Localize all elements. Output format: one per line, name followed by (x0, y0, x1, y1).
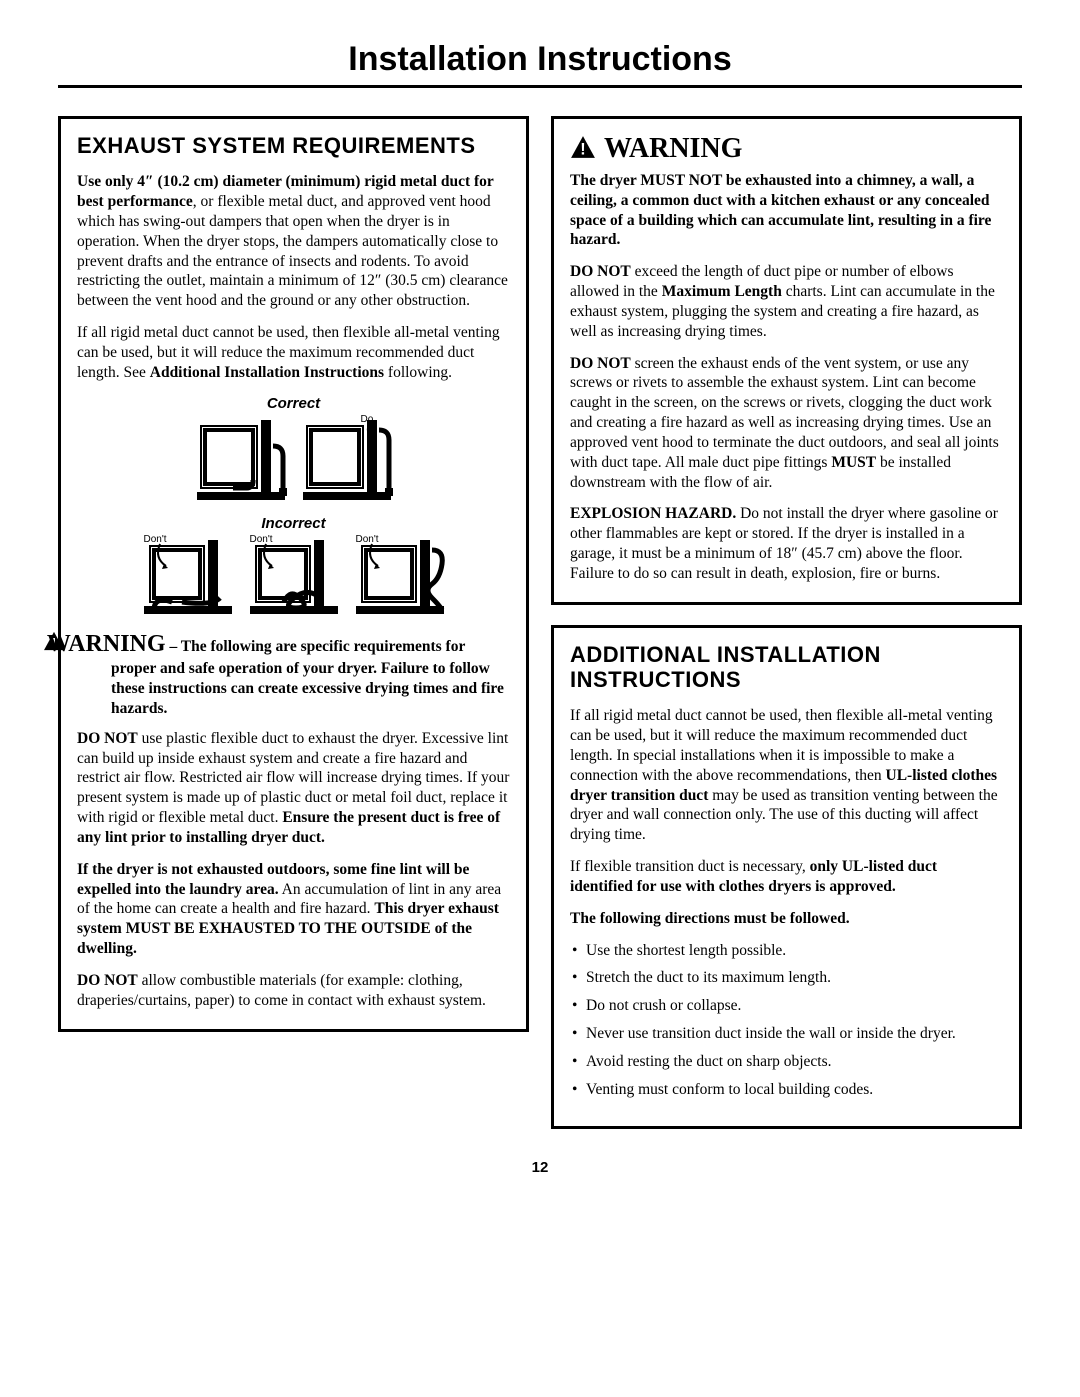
list-item: Avoid resting the duct on sharp objects. (570, 1052, 1003, 1072)
warn-p4: EXPLOSION HAZARD. Do not install the dry… (570, 504, 1003, 583)
warn-p2-b1: DO NOT (570, 263, 631, 280)
page-title: Installation Instructions (58, 40, 1022, 79)
exhaust-p2-bold: Additional Installation Instructions (150, 364, 384, 381)
correct-diagram-1 (195, 416, 287, 507)
correct-diagram-2: Do (301, 416, 393, 507)
additional-heading: ADDITIONAL INSTALLATION INSTRUCTIONS (570, 642, 1003, 693)
exhaust-requirements-box: EXHAUST SYSTEM REQUIREMENTS Use only 4″ … (58, 116, 529, 1032)
warn-p2: DO NOT exceed the length of duct pipe or… (570, 262, 1003, 341)
incorrect-diagram-3: Don't (354, 536, 446, 621)
two-column-layout: EXHAUST SYSTEM REQUIREMENTS Use only 4″ … (58, 116, 1022, 1149)
addl-p2-a: If flexible transition duct is necessary… (570, 858, 810, 875)
left-column: EXHAUST SYSTEM REQUIREMENTS Use only 4″ … (58, 116, 529, 1149)
exhaust-p2: If all rigid metal duct cannot be used, … (77, 323, 510, 382)
warning-heading: WARNING (604, 133, 742, 165)
list-item: Never use transition duct inside the wal… (570, 1024, 1003, 1044)
warn-p3-b1: DO NOT (570, 355, 631, 372)
dont-tag-3: Don't (356, 534, 379, 545)
addl-p1: If all rigid metal duct cannot be used, … (570, 706, 1003, 845)
list-item: Use the shortest length possible. (570, 941, 1003, 961)
directions-list: Use the shortest length possible. Stretc… (570, 941, 1003, 1100)
exhaust-p3: DO NOT use plastic flexible duct to exha… (77, 729, 510, 848)
correct-label: Correct (77, 395, 510, 412)
exhaust-p3-b1: DO NOT (77, 730, 138, 747)
right-column: ! WARNING The dryer MUST NOT be exhauste… (551, 116, 1022, 1149)
incorrect-diagram-2: Don't (248, 536, 340, 621)
page-number: 12 (58, 1159, 1022, 1176)
inline-warning-dash: – (166, 638, 181, 655)
warn-p2-b2: Maximum Length (662, 283, 782, 300)
warn-p3: DO NOT screen the exhaust ends of the ve… (570, 354, 1003, 493)
exhaust-p5-rest: allow combustible materials (for example… (77, 972, 486, 1009)
exhaust-p5-b: DO NOT (77, 972, 138, 989)
addl-p3: The following directions must be followe… (570, 909, 1003, 929)
dont-tag-2: Don't (250, 534, 273, 545)
svg-text:!: ! (580, 140, 585, 158)
list-item: Venting must conform to local building c… (570, 1080, 1003, 1100)
warn-p1: The dryer MUST NOT be exhausted into a c… (570, 171, 1003, 250)
exhaust-p1-rest: , or flexible metal duct, and approved v… (77, 193, 508, 309)
additional-instructions-box: ADDITIONAL INSTALLATION INSTRUCTIONS If … (551, 625, 1022, 1129)
title-rule (58, 85, 1022, 88)
list-item: Do not crush or collapse. (570, 996, 1003, 1016)
incorrect-label: Incorrect (77, 515, 510, 532)
incorrect-diagram-1: Don't (142, 536, 234, 621)
inline-warning: ! WARNING – The following are specific r… (77, 629, 510, 719)
warning-triangle-icon: ! (570, 135, 596, 164)
incorrect-diagram-row: Don't Don't (77, 536, 510, 621)
dont-tag-1: Don't (144, 534, 167, 545)
warning-header: ! WARNING (570, 133, 1003, 165)
warn-p3-b2: MUST (831, 454, 876, 471)
addl-p2: If flexible transition duct is necessary… (570, 857, 1003, 897)
inline-warning-word: WARNING (81, 629, 166, 660)
warning-box: ! WARNING The dryer MUST NOT be exhauste… (551, 116, 1022, 605)
exhaust-heading: EXHAUST SYSTEM REQUIREMENTS (77, 133, 510, 158)
exhaust-p2-c: following. (384, 364, 452, 381)
correct-diagram-row: Do (77, 416, 510, 507)
exhaust-p4: If the dryer is not exhausted outdoors, … (77, 860, 510, 959)
exhaust-p5: DO NOT allow combustible materials (for … (77, 971, 510, 1011)
warn-p4-b: EXPLOSION HAZARD. (570, 505, 736, 522)
exhaust-p1: Use only 4″ (10.2 cm) diameter (minimum)… (77, 172, 510, 311)
do-tag: Do (361, 414, 374, 425)
list-item: Stretch the duct to its maximum length. (570, 968, 1003, 988)
